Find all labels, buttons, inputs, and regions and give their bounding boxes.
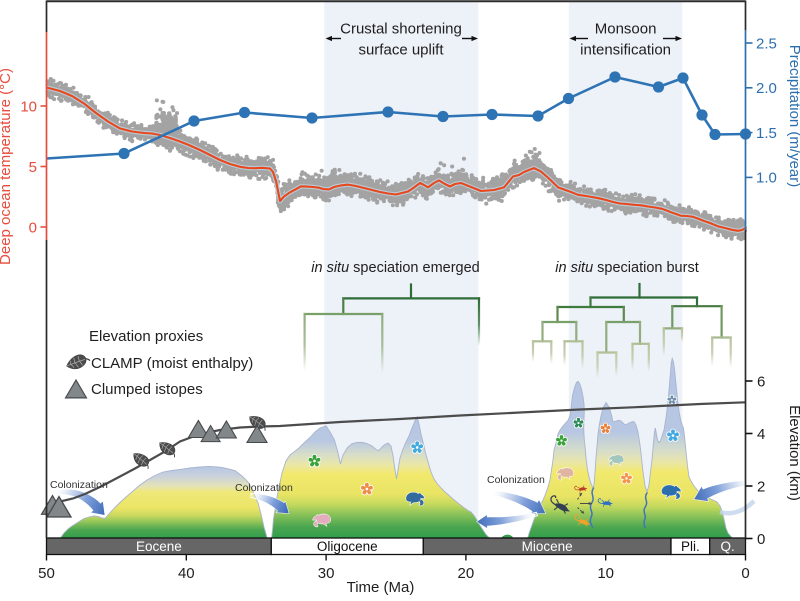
svg-text:in situ speciation emerged: in situ speciation emerged bbox=[311, 260, 479, 276]
svg-text:40: 40 bbox=[178, 565, 195, 582]
svg-text:2: 2 bbox=[757, 478, 765, 495]
svg-text:Monsoon: Monsoon bbox=[595, 21, 657, 38]
svg-text:Eocene: Eocene bbox=[136, 539, 182, 554]
svg-text:in situ speciation burst: in situ speciation burst bbox=[555, 260, 698, 276]
svg-text:20: 20 bbox=[458, 565, 475, 582]
svg-text:Precipitation (m/year): Precipitation (m/year) bbox=[786, 45, 800, 188]
svg-text:Q.: Q. bbox=[720, 539, 734, 554]
svg-text:6: 6 bbox=[757, 373, 765, 390]
svg-text:0: 0 bbox=[757, 531, 765, 548]
svg-text:Colonization: Colonization bbox=[235, 482, 293, 494]
svg-text:intensification: intensification bbox=[580, 42, 671, 59]
svg-text:5: 5 bbox=[29, 159, 37, 176]
svg-text:Miocene: Miocene bbox=[522, 539, 573, 554]
svg-text:Clumped istopes: Clumped istopes bbox=[91, 381, 203, 398]
svg-text:Elevation proxies: Elevation proxies bbox=[89, 328, 203, 345]
svg-text:Time (Ma): Time (Ma) bbox=[347, 579, 415, 596]
svg-text:2.0: 2.0 bbox=[756, 80, 777, 97]
svg-text:30: 30 bbox=[318, 565, 335, 582]
svg-text:Pli.: Pli. bbox=[681, 539, 700, 554]
svg-text:Oligocene: Oligocene bbox=[317, 539, 378, 554]
svg-text:50: 50 bbox=[38, 565, 55, 582]
svg-text:10: 10 bbox=[20, 98, 37, 115]
svg-text:CLAMP (moist enthalpy): CLAMP (moist enthalpy) bbox=[91, 355, 253, 372]
svg-text:1.0: 1.0 bbox=[756, 170, 777, 187]
svg-text:Crustal shortening: Crustal shortening bbox=[340, 21, 462, 38]
svg-text:Deep ocean temperature (°C): Deep ocean temperature (°C) bbox=[0, 68, 14, 265]
svg-text:10: 10 bbox=[597, 565, 614, 582]
svg-text:Colonization: Colonization bbox=[50, 479, 108, 491]
svg-text:0: 0 bbox=[29, 219, 37, 236]
svg-text:Colonization: Colonization bbox=[487, 474, 545, 486]
svg-text:1.5: 1.5 bbox=[756, 125, 777, 142]
svg-text:0: 0 bbox=[741, 565, 749, 582]
svg-text:Elevation (km): Elevation (km) bbox=[786, 405, 800, 501]
svg-text:surface uplift: surface uplift bbox=[358, 42, 444, 59]
svg-text:2.5: 2.5 bbox=[756, 35, 777, 52]
svg-text:4: 4 bbox=[757, 426, 765, 443]
